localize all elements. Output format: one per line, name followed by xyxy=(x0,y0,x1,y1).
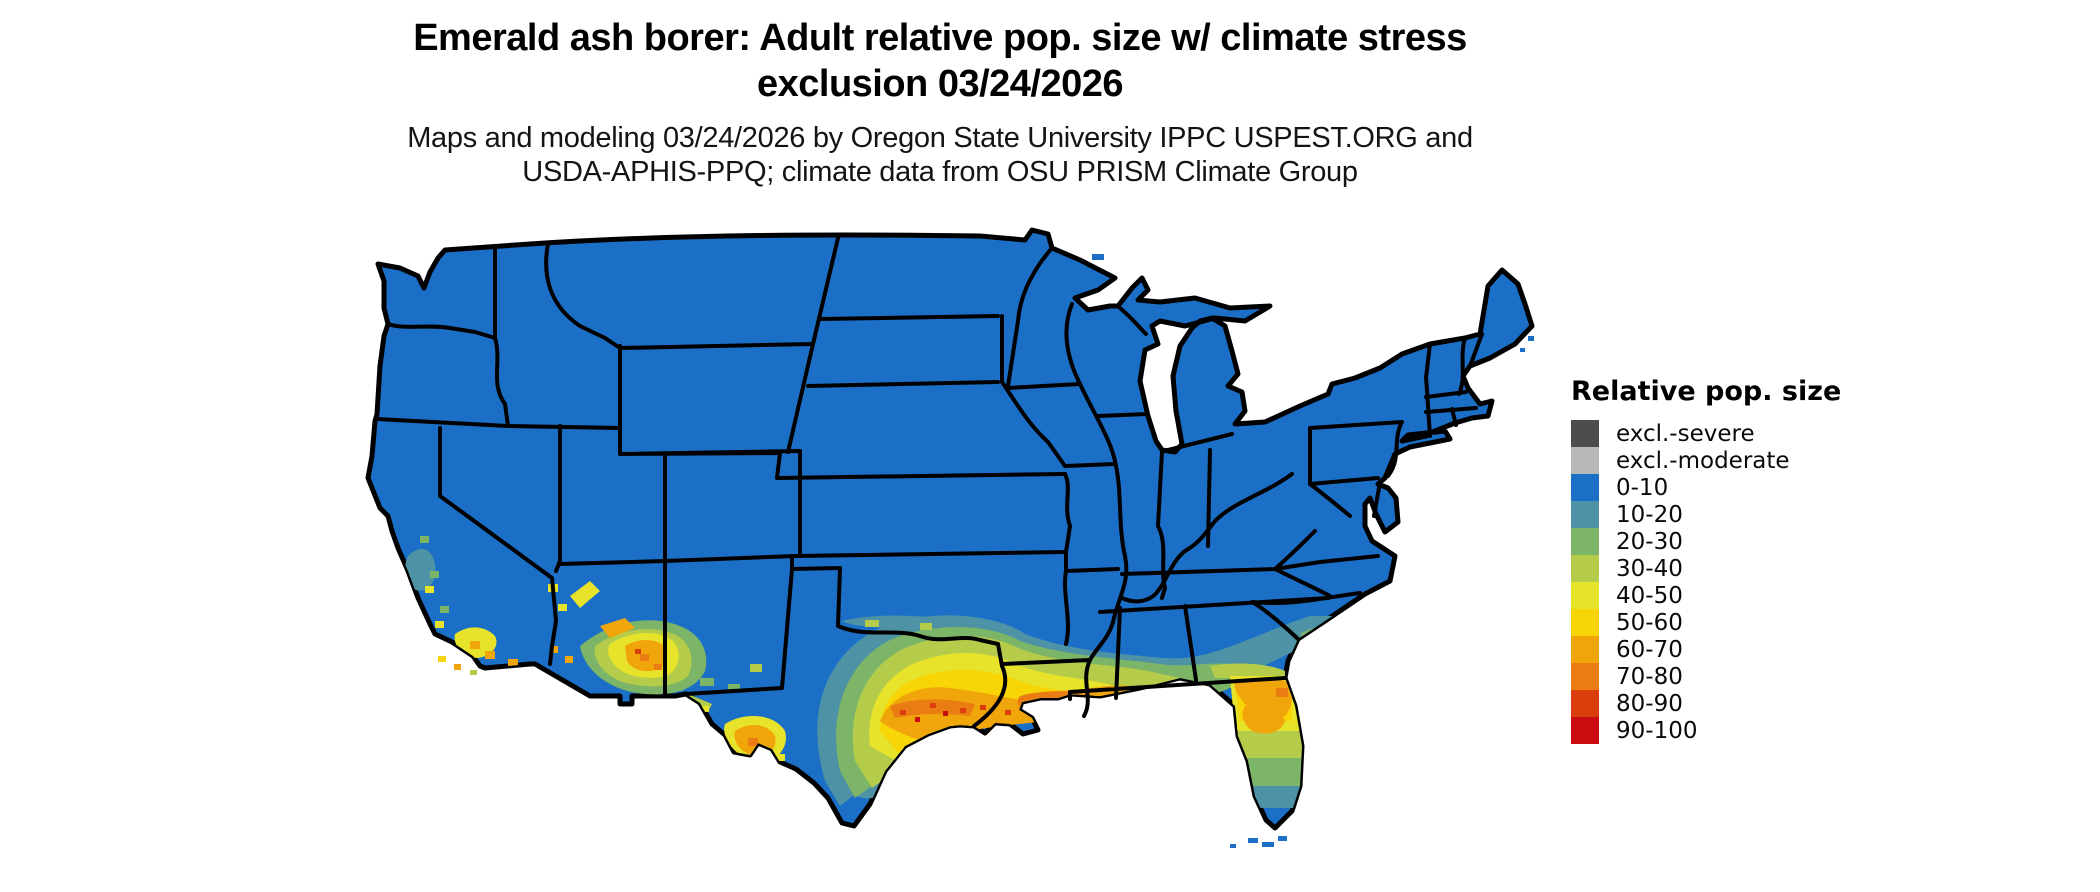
legend-label: 50-60 xyxy=(1616,609,1683,636)
river-borders-mississippi xyxy=(1078,382,1129,718)
legend-item: excl.-severe xyxy=(1571,420,2001,447)
map-legend: Relative pop. size excl.-severe excl.-mod… xyxy=(1571,376,2001,744)
legend-swatch xyxy=(1571,501,1599,528)
florida-keys-and-isles xyxy=(1092,254,1534,848)
legend-label: 90-100 xyxy=(1616,717,1698,744)
legend-item: 70-80 xyxy=(1571,663,2001,690)
legend-rows: excl.-severe excl.-moderate 0-10 10-20 20-30… xyxy=(1571,420,2001,744)
us-landmass xyxy=(365,227,1535,831)
legend-swatch xyxy=(1571,474,1599,501)
legend-item: 0-10 xyxy=(1571,474,2001,501)
legend-item: 30-40 xyxy=(1571,555,2001,582)
legend-swatch xyxy=(1571,447,1599,474)
legend-swatch xyxy=(1571,717,1599,744)
legend-item: 50-60 xyxy=(1571,609,2001,636)
band-80-90 xyxy=(635,649,1011,715)
legend-label: 80-90 xyxy=(1616,690,1683,717)
legend-item: 10-20 xyxy=(1571,501,2001,528)
legend-label: 70-80 xyxy=(1616,663,1683,690)
legend-swatch xyxy=(1571,582,1599,609)
legend-label: excl.-severe xyxy=(1616,420,1755,447)
legend-title: Relative pop. size xyxy=(1571,376,1842,407)
us-choropleth-map xyxy=(280,226,1560,888)
channel-islands xyxy=(438,656,477,675)
population-raster-layer xyxy=(405,536,1345,808)
river-borders-ohio xyxy=(1120,472,1294,604)
state-borders-central xyxy=(684,472,1120,728)
legend-swatch xyxy=(1571,636,1599,663)
map-subtitle-line2: USDA-APHIS-PPQ; climate data from OSU PR… xyxy=(522,156,1358,189)
legend-item: 20-30 xyxy=(1571,528,2001,555)
legend-item: 90-100 xyxy=(1571,717,2001,744)
legend-label: 20-30 xyxy=(1616,528,1683,555)
legend-item: 80-90 xyxy=(1571,690,2001,717)
legend-swatch xyxy=(1571,663,1599,690)
legend-item: 40-50 xyxy=(1571,582,2001,609)
legend-label: 0-10 xyxy=(1616,474,1669,501)
map-title: Emerald ash borer: Adult relative pop. s… xyxy=(60,16,1820,107)
map-subtitle-line1: Maps and modeling 03/24/2026 by Oregon S… xyxy=(407,122,1473,155)
legend-swatch xyxy=(1571,609,1599,636)
map-title-line2: exclusion 03/24/2026 xyxy=(756,62,1124,105)
legend-swatch xyxy=(1571,690,1599,717)
state-borders xyxy=(375,236,1484,728)
legend-swatch xyxy=(1571,420,1599,447)
state-borders-west xyxy=(375,236,1117,698)
legend-label: 60-70 xyxy=(1616,636,1683,663)
legend-swatch xyxy=(1571,528,1599,555)
legend-label: 30-40 xyxy=(1616,555,1683,582)
us-map-svg xyxy=(365,227,1535,848)
legend-swatch xyxy=(1571,555,1599,582)
state-borders-east xyxy=(1068,306,1484,701)
legend-item: 60-70 xyxy=(1571,636,2001,663)
legend-label: 10-20 xyxy=(1616,501,1683,528)
legend-label: excl.-moderate xyxy=(1616,447,1790,474)
map-title-line1: Emerald ash borer: Adult relative pop. s… xyxy=(413,17,1467,59)
legend-label: 40-50 xyxy=(1616,582,1683,609)
map-subtitle: Maps and modeling 03/24/2026 by Oregon S… xyxy=(60,121,1820,189)
title-block: Emerald ash borer: Adult relative pop. s… xyxy=(60,16,1820,190)
legend-item: excl.-moderate xyxy=(1571,447,2001,474)
offshore-islands xyxy=(438,254,1534,848)
